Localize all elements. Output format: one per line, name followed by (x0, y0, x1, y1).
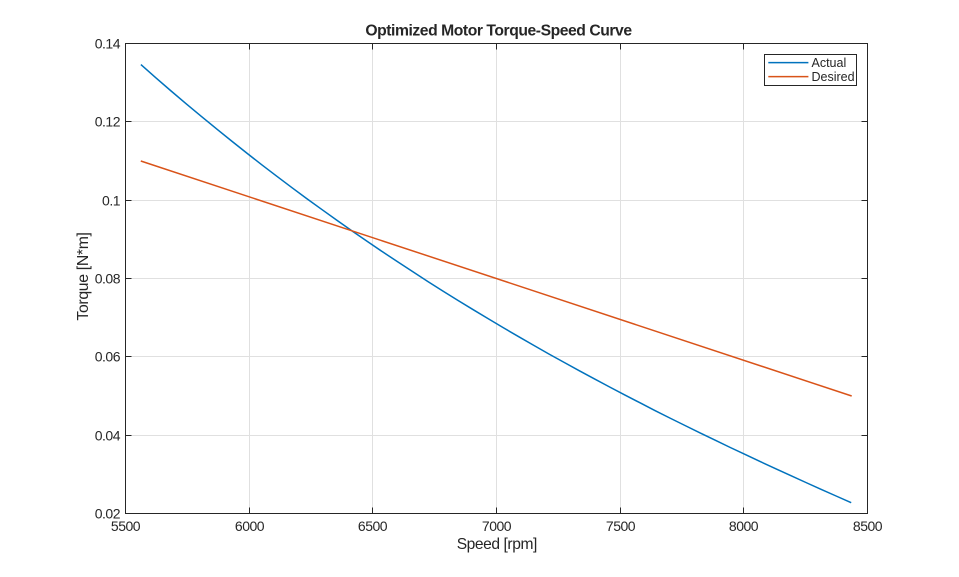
svg-text:0.12: 0.12 (95, 113, 121, 129)
svg-text:Optimized Motor Torque-Speed C: Optimized Motor Torque-Speed Curve (365, 23, 632, 40)
svg-text:0.14: 0.14 (95, 35, 121, 51)
svg-text:0.1: 0.1 (102, 192, 121, 208)
svg-text:Torque [N*m]: Torque [N*m] (75, 232, 92, 320)
svg-text:8500: 8500 (853, 518, 883, 534)
svg-text:Desired: Desired (812, 70, 855, 84)
svg-text:6000: 6000 (235, 518, 265, 534)
svg-text:8000: 8000 (729, 518, 759, 534)
svg-text:7000: 7000 (482, 518, 512, 534)
svg-text:0.08: 0.08 (95, 270, 121, 286)
svg-text:5500: 5500 (111, 518, 141, 534)
svg-text:Speed [rpm]: Speed [rpm] (457, 536, 537, 553)
svg-text:6500: 6500 (358, 518, 388, 534)
svg-text:0.02: 0.02 (95, 505, 121, 521)
svg-text:Actual: Actual (812, 56, 847, 70)
svg-text:0.06: 0.06 (95, 348, 121, 364)
svg-text:0.04: 0.04 (95, 427, 121, 443)
svg-text:7500: 7500 (606, 518, 636, 534)
